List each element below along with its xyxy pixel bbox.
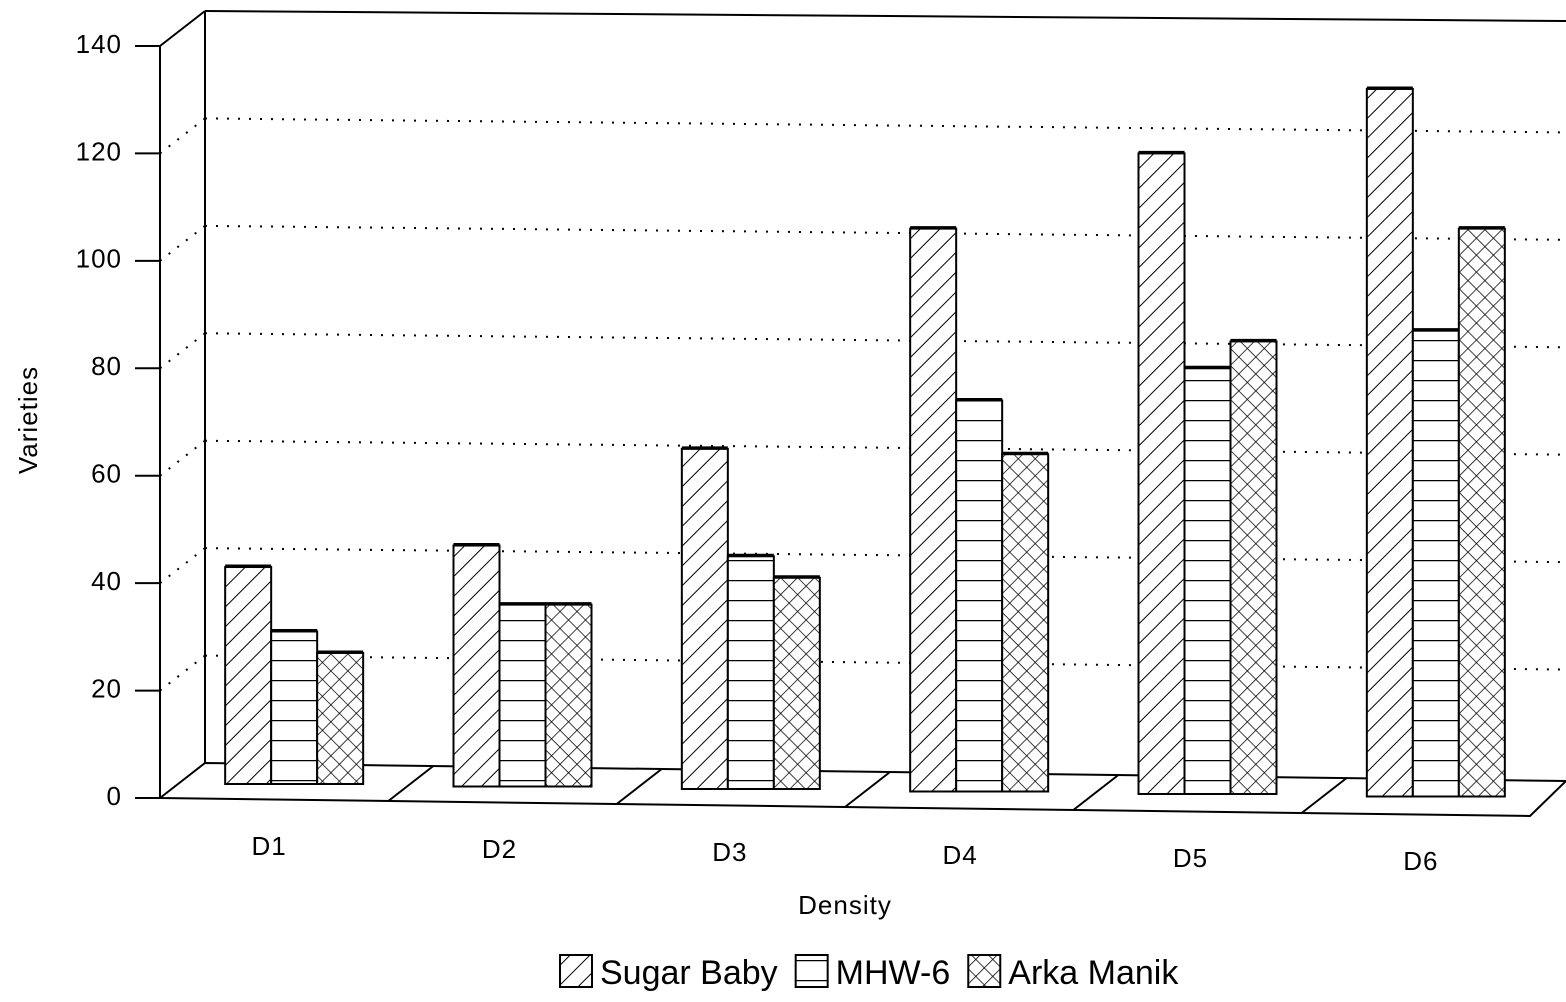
- bar: [909, 227, 958, 793]
- bar: [498, 603, 547, 788]
- floor-divider: [1301, 777, 1348, 814]
- x-axis-title: Density: [798, 890, 892, 920]
- x-tick-label: D6: [1403, 846, 1438, 876]
- grid-line: [159, 439, 206, 477]
- grid-line: [159, 332, 206, 370]
- grid-line: [204, 224, 1566, 241]
- grid-line: [159, 225, 206, 262]
- grid-line: [204, 654, 1566, 671]
- y-tick-label: 80: [91, 351, 122, 381]
- x-tick-label: D1: [252, 831, 287, 861]
- bar: [772, 576, 821, 790]
- legend-label: Arka Manik: [1008, 954, 1179, 992]
- y-tick-label: 120: [76, 136, 122, 166]
- bar: [1411, 329, 1460, 798]
- floor-divider: [387, 765, 434, 802]
- floor-divider: [844, 771, 891, 808]
- wall-edge: [204, 10, 1566, 22]
- legend-swatch: [794, 954, 829, 988]
- grid-line: [204, 547, 1566, 564]
- grid-line: [159, 117, 206, 155]
- grid-line: [204, 117, 1566, 134]
- floor-divider: [616, 768, 663, 805]
- legend-label: Sugar Baby: [600, 954, 778, 992]
- bar: [955, 399, 1004, 793]
- grid-line: [159, 654, 206, 692]
- floor: [157, 761, 1566, 818]
- wall-edge: [159, 10, 206, 47]
- bar: [1137, 152, 1186, 795]
- bar: [680, 447, 729, 790]
- x-tick-label: D3: [712, 837, 747, 867]
- grid-line: [204, 439, 1566, 456]
- bar: [1001, 453, 1050, 793]
- legend-swatch: [967, 954, 1002, 988]
- y-tick-label: 40: [91, 566, 122, 596]
- bar: [316, 651, 365, 785]
- y-tick-label: 60: [91, 459, 122, 489]
- bar: [544, 603, 593, 788]
- grid-line: [204, 332, 1566, 349]
- bar: [726, 555, 775, 790]
- grid-line: [159, 547, 206, 584]
- bar: [1229, 340, 1278, 795]
- y-tick-label: 20: [91, 673, 122, 703]
- x-tick-label: D4: [943, 840, 978, 870]
- legend-swatch: [559, 954, 593, 988]
- x-tick-label: D2: [482, 834, 517, 864]
- bar: [1365, 87, 1414, 798]
- bar: [1457, 227, 1506, 798]
- x-tick-label: D5: [1173, 843, 1208, 873]
- y-tick-label: 100: [76, 244, 122, 274]
- y-axis-title: Varieties: [13, 366, 43, 474]
- bar: [452, 544, 501, 788]
- bar: [1183, 367, 1232, 795]
- legend-label: MHW-6: [836, 954, 951, 992]
- y-tick-label: 0: [107, 781, 122, 811]
- bar: [270, 630, 319, 785]
- bar: [224, 566, 273, 785]
- floor-divider: [1072, 774, 1119, 811]
- y-tick-label: 140: [76, 29, 122, 59]
